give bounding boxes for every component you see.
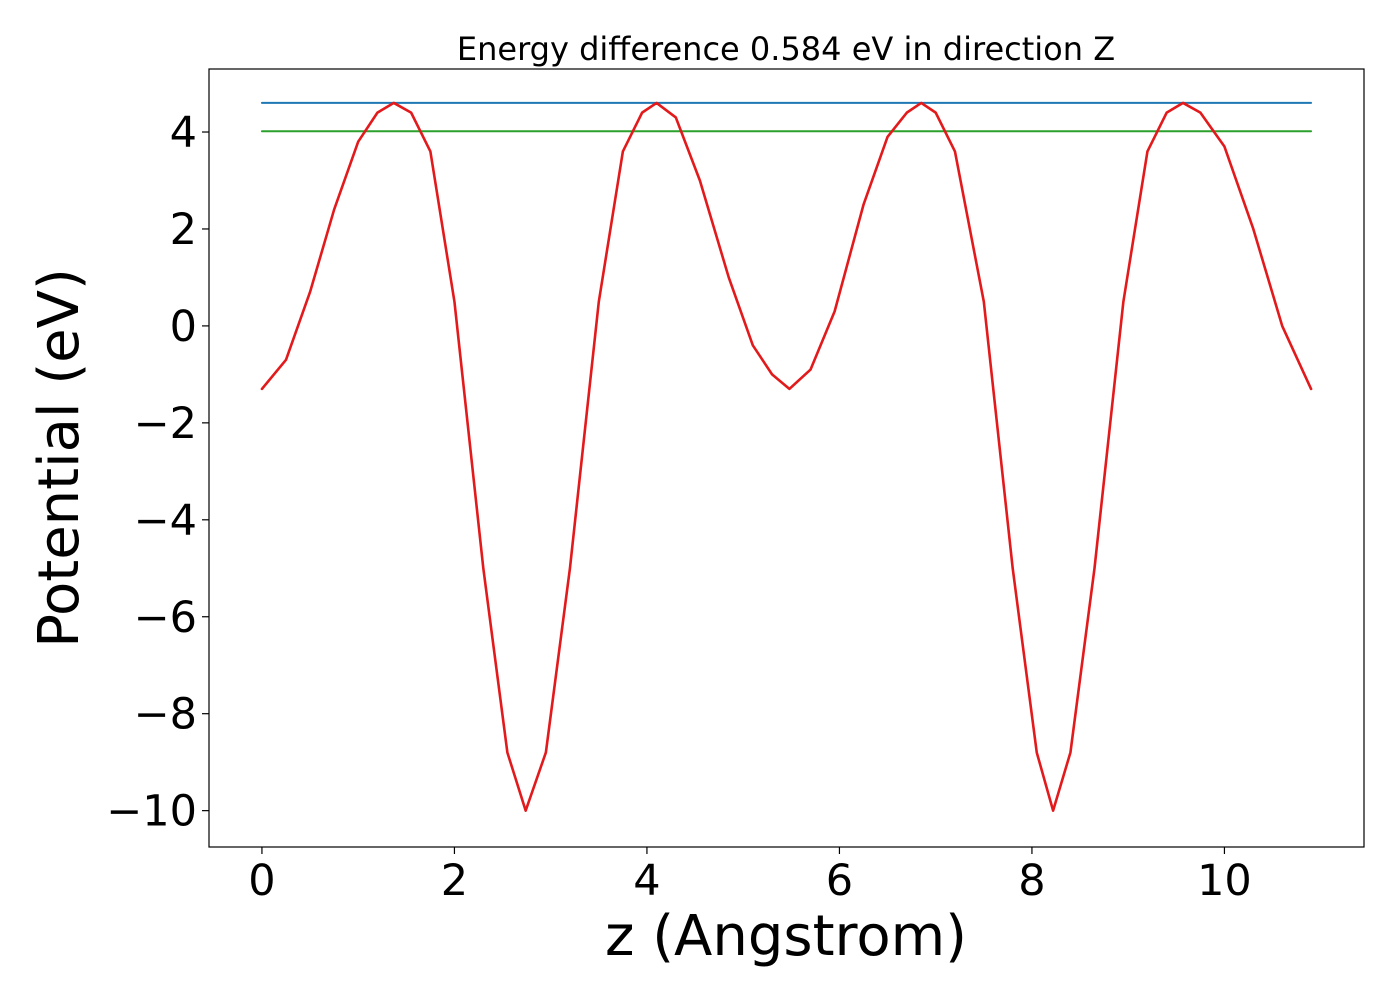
y-tick-label: 0 bbox=[170, 302, 197, 352]
x-tick-label: 10 bbox=[1197, 856, 1252, 906]
y-tick-label: −4 bbox=[134, 496, 197, 546]
y-axis-label: Potential (eV) bbox=[27, 268, 92, 648]
x-tick-label: 0 bbox=[248, 856, 275, 906]
y-axis: 4 2 0 −2 −4 −6 −8 −10 bbox=[106, 108, 209, 837]
y-tick-label: −8 bbox=[134, 690, 197, 740]
y-tick-label: 4 bbox=[170, 108, 197, 158]
x-tick-label: 2 bbox=[441, 856, 468, 906]
y-tick-label: −2 bbox=[134, 399, 197, 449]
y-tick-label: −6 bbox=[134, 593, 197, 643]
x-tick-label: 8 bbox=[1018, 856, 1045, 906]
series-layer bbox=[260, 101, 1313, 812]
x-tick-label: 6 bbox=[826, 856, 853, 906]
x-axis-label: z (Angstrom) bbox=[605, 904, 967, 969]
y-tick-label: −10 bbox=[106, 787, 197, 837]
chart-title: Energy difference 0.584 eV in direction … bbox=[457, 30, 1115, 68]
x-tick-label: 4 bbox=[633, 856, 660, 906]
plot-frame bbox=[208, 68, 1365, 848]
x-axis: 0 2 4 6 8 10 bbox=[248, 847, 1252, 906]
series-line-potential bbox=[260, 101, 1313, 812]
y-tick-label: 2 bbox=[170, 205, 197, 255]
